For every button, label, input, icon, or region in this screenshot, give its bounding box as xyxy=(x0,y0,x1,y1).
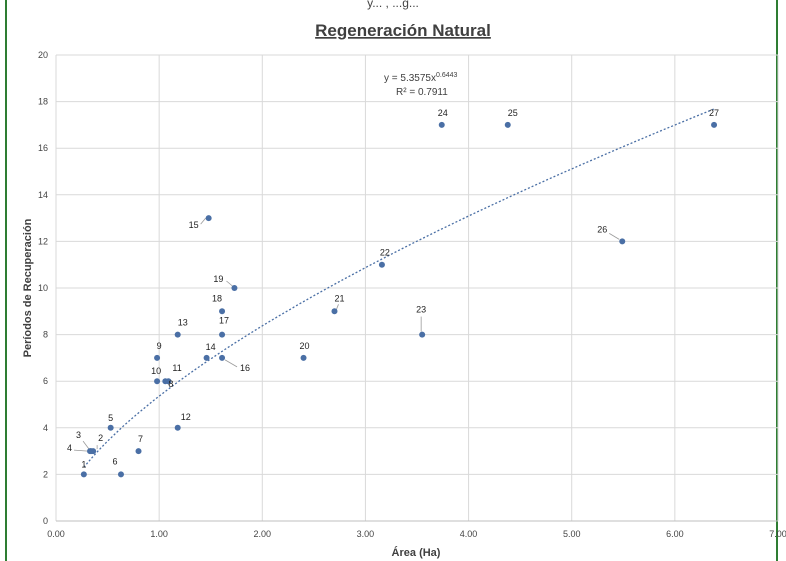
data-point-15 xyxy=(205,215,212,222)
data-point-22 xyxy=(378,261,385,268)
point-label-27: 27 xyxy=(709,108,719,118)
point-label-11: 11 xyxy=(172,363,181,373)
point-label-23: 23 xyxy=(416,305,426,315)
point-label-3: 3 xyxy=(76,430,81,440)
point-label-7: 7 xyxy=(138,434,143,444)
leader-lines xyxy=(74,217,620,452)
y-tick-label: 2 xyxy=(43,469,48,479)
point-label-6: 6 xyxy=(112,456,117,466)
leader-line-15 xyxy=(200,217,206,225)
data-point-14 xyxy=(203,354,210,361)
data-point-20 xyxy=(300,354,307,361)
leader-line-19 xyxy=(226,280,233,287)
point-label-5: 5 xyxy=(108,413,113,423)
data-point-7 xyxy=(135,448,142,455)
point-label-1: 1 xyxy=(81,459,86,469)
data-point-13 xyxy=(174,331,181,338)
y-tick-label: 16 xyxy=(38,143,48,153)
point-label-22: 22 xyxy=(380,248,390,258)
y-tick-label: 0 xyxy=(43,516,48,526)
x-tick-label: 3.00 xyxy=(357,529,375,539)
point-label-20: 20 xyxy=(300,341,310,351)
leader-line-3 xyxy=(82,440,90,450)
point-label-15: 15 xyxy=(189,220,199,230)
data-point-24 xyxy=(438,121,445,128)
point-label-12: 12 xyxy=(181,412,191,422)
data-point-25 xyxy=(504,121,511,128)
point-label-18: 18 xyxy=(212,293,222,303)
y-tick-label: 10 xyxy=(38,283,48,293)
x-tick-label: 7.00 xyxy=(769,529,786,539)
point-label-9: 9 xyxy=(157,341,162,351)
leader-line-26 xyxy=(609,233,620,240)
data-point-11 xyxy=(165,378,172,385)
data-point-12 xyxy=(174,424,181,431)
y-tick-label: 6 xyxy=(43,376,48,386)
x-tick-label: 1.00 xyxy=(150,529,168,539)
data-point-6 xyxy=(117,471,124,478)
data-point-18 xyxy=(219,308,226,315)
trendline-equation: y = 5.3575x0.6443 xyxy=(384,72,458,84)
leader-line-16 xyxy=(224,359,238,368)
x-tick-label: 2.00 xyxy=(254,529,272,539)
point-label-2: 2 xyxy=(98,433,103,443)
y-axis-label: Períodos de Recuperación xyxy=(22,218,34,357)
data-point-5 xyxy=(107,424,114,431)
trendline-r2: R² = 0.7911 xyxy=(396,87,448,98)
y-tick-label: 20 xyxy=(38,50,48,60)
data-point-9 xyxy=(154,354,161,361)
data-points xyxy=(80,121,718,478)
trendline xyxy=(83,108,715,468)
point-label-25: 25 xyxy=(508,108,518,118)
x-tick-label: 5.00 xyxy=(563,529,581,539)
x-tick-label: 4.00 xyxy=(460,529,478,539)
point-label-8: 8 xyxy=(168,379,173,389)
data-point-1 xyxy=(80,471,87,478)
trendline-path xyxy=(83,108,715,468)
point-label-21: 21 xyxy=(334,293,344,303)
data-point-4 xyxy=(87,448,94,455)
cropped-header-text: y... , ...g... xyxy=(367,0,419,10)
y-tick-label: 8 xyxy=(43,330,48,340)
point-label-14: 14 xyxy=(206,342,216,352)
x-axis-label: Área (Ha) xyxy=(392,546,441,559)
y-tick-label: 12 xyxy=(38,236,48,246)
data-point-19 xyxy=(231,285,238,291)
point-label-10: 10 xyxy=(151,366,161,376)
data-point-21 xyxy=(331,308,338,315)
y-tick-label: 14 xyxy=(38,190,48,200)
point-label-24: 24 xyxy=(438,108,448,118)
point-label-4: 4 xyxy=(67,443,72,453)
grid-lines xyxy=(55,54,779,522)
data-point-26 xyxy=(619,238,626,245)
leader-line-21 xyxy=(336,304,339,310)
data-point-23 xyxy=(419,331,426,338)
x-tick-label: 0.00 xyxy=(47,529,65,539)
data-point-16 xyxy=(219,354,226,361)
y-tick-label: 18 xyxy=(38,97,48,107)
chart-title: Regeneración Natural xyxy=(315,21,491,40)
x-tick-label: 6.00 xyxy=(666,529,684,539)
point-label-16: 16 xyxy=(240,363,250,373)
leader-line-4 xyxy=(74,449,89,452)
data-point-17 xyxy=(219,331,226,338)
data-point-27 xyxy=(711,121,718,128)
point-label-19: 19 xyxy=(213,274,223,284)
data-point-10 xyxy=(154,378,161,385)
point-label-17: 17 xyxy=(219,316,229,326)
chart-border xyxy=(5,0,778,561)
point-label-13: 13 xyxy=(178,318,188,328)
y-tick-label: 4 xyxy=(43,423,48,433)
point-label-26: 26 xyxy=(597,224,607,234)
